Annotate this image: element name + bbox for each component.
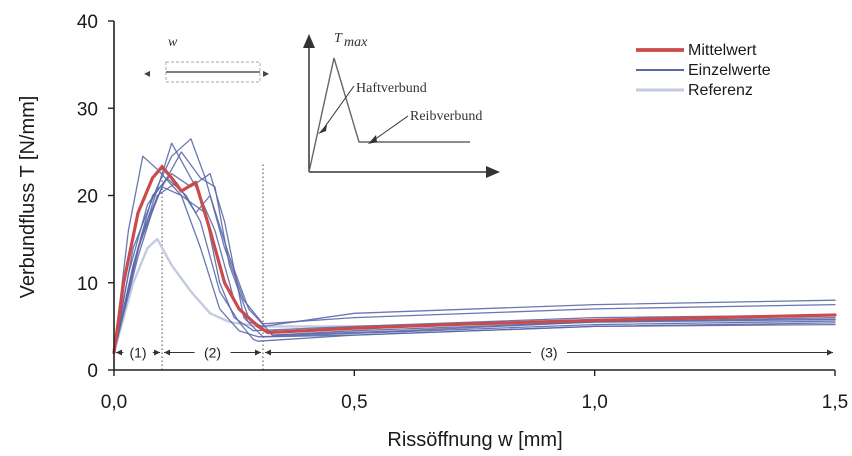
right-arrow-icon: ▸ <box>263 66 269 80</box>
region-arrow-left-icon <box>164 349 171 356</box>
series-line-single-8 <box>113 186 836 354</box>
region-arrow-right-icon <box>154 349 161 356</box>
region-arrow-left-icon <box>265 349 272 356</box>
inset-peak-label: T <box>334 31 343 46</box>
left-arrow-icon: ◂ <box>144 66 150 80</box>
y-axis-title: Verbundfluss T [N/mm] <box>17 96 39 299</box>
series-line-single-2 <box>113 155 836 354</box>
inset-x-arrow-icon <box>486 166 500 178</box>
inset-y-arrow-icon <box>303 34 315 48</box>
inset-leader-2 <box>373 115 409 141</box>
x-tick-label: 1,0 <box>581 392 607 413</box>
inset-label-reibverbund: Reibverbund <box>410 109 482 124</box>
x-axis-title: Rissöffnung w [mm] <box>387 429 562 451</box>
inset-leader-1-arrow-icon <box>318 124 327 134</box>
region-arrow-right-icon <box>827 349 833 356</box>
tick-labels: 0,0 0,5 1,0 1,5 0 10 20 30 40 <box>77 12 848 413</box>
series-lines <box>112 138 837 355</box>
x-tick-label: 0,5 <box>341 392 367 413</box>
series-line-mittelwert <box>112 165 837 355</box>
region-arrow-left-icon <box>116 349 122 356</box>
region-label: (1) <box>129 345 146 361</box>
x-tick-label: 0,0 <box>101 392 127 413</box>
inset-leader-1 <box>323 85 355 129</box>
inset-curve <box>308 57 470 173</box>
tick-marks <box>108 20 836 376</box>
y-tick-label: 0 <box>87 361 98 382</box>
region-markers: (1) (2) (3) <box>116 345 833 361</box>
series-line-single-5 <box>113 177 836 354</box>
y-tick-label: 20 <box>77 187 98 208</box>
bond-schematic-inset: T max Haftverbund Reibverbund <box>303 31 500 178</box>
y-tick-label: 40 <box>77 12 98 33</box>
region-arrow-right-icon <box>255 349 262 356</box>
specimen-sketch: w ◂ ▸ <box>144 35 269 83</box>
legend-label: Mittelwert <box>688 42 757 59</box>
region-label: (3) <box>540 345 557 361</box>
inset-leader-2-arrow-icon <box>368 135 377 144</box>
specimen-label: w <box>168 35 178 50</box>
y-tick-label: 10 <box>77 274 98 295</box>
inset-peak-subscript: max <box>344 35 368 50</box>
legend-label: Referenz <box>688 82 753 99</box>
inset-label-haftverbund: Haftverbund <box>356 81 427 96</box>
legend-label: Einzelwerte <box>688 62 771 79</box>
legend: Mittelwert Einzelwerte Referenz <box>636 42 771 99</box>
region-label: (2) <box>204 345 221 361</box>
x-tick-label: 1,5 <box>822 392 848 413</box>
y-tick-label: 30 <box>77 99 98 120</box>
